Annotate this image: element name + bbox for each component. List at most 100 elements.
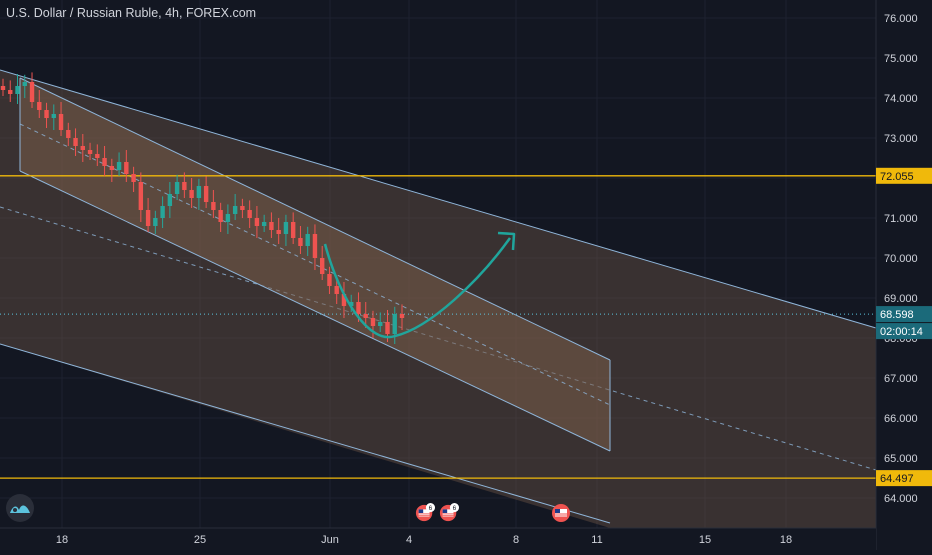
time-tick-label: 18 [780,534,792,546]
candle-body [247,210,252,218]
candle-body [254,218,260,226]
candle-body [95,154,100,158]
candle-body [22,82,27,86]
candle-body [327,274,332,286]
price-axis-background [876,0,932,550]
current-price-tag: 68.598 [880,309,914,321]
candle-body [8,90,13,94]
candle-body [370,318,376,326]
support-price-tag-background [876,470,932,487]
price-tick-label: 73.000 [884,133,918,145]
candle-body [218,210,223,222]
candle-body [261,222,267,226]
candle-body [29,82,35,102]
candle-body [399,314,405,318]
candle-body [305,234,310,246]
candle-body [276,230,281,234]
candle-body [37,102,42,110]
candle-body [240,206,245,210]
price-tick-label: 69.000 [884,293,918,305]
projection-curve [323,237,512,339]
candle-body [283,222,289,234]
time-tick-label: Jun [321,534,339,546]
candle-countdown-tag: 02:00:14 [880,326,923,338]
time-tick-label: 25 [194,534,206,546]
candle-body [0,86,6,90]
candle-body [320,258,325,274]
candle-body [341,294,347,306]
candle-body [73,138,78,146]
time-tick-label: 8 [513,534,519,546]
outer-channel-top-line [0,69,877,329]
flag-event-icon-3[interactable] [551,503,571,523]
candle-body [167,194,173,206]
time-tick-label: 11 [591,534,602,546]
candle-countdown-tag-background [876,323,932,340]
candle-body [385,322,390,334]
price-tick-label: 76.000 [884,13,918,25]
event-count-2: 6 [453,505,457,512]
candle-body [138,182,144,210]
candle-body [211,202,216,210]
candle-body [363,314,368,318]
candle-body [298,238,303,246]
price-tick-label: 64.000 [884,493,918,505]
candle-body [44,110,49,118]
tradingview-logo-icon[interactable] [6,494,34,522]
candle-body [356,302,361,314]
candle-body [87,150,93,154]
candle-body [66,130,71,138]
candle-body [196,186,202,198]
price-tick-label: 65.000 [884,453,918,465]
resistance-price-tag-background [876,167,932,184]
candle-body [392,314,397,334]
price-tick-label: 71.000 [884,213,918,225]
candle-body [131,174,136,182]
candle-body [58,114,64,130]
candle-body [109,166,115,170]
candle-body [116,162,122,170]
price-tick-label: 75.000 [884,53,918,65]
candle-body [80,146,85,150]
candle-body [51,114,56,118]
time-tick-label: 15 [699,534,711,546]
support-price-tag: 64.497 [880,473,914,485]
candle-body [15,86,20,94]
flag-event-icon-1[interactable]: 6 [415,503,435,523]
chart-title: U.S. Dollar / Russian Ruble, 4h, FOREX.c… [6,6,257,20]
candle-body [225,214,231,222]
candle-body [269,222,274,230]
resistance-price-tag: 72.055 [880,171,914,183]
price-tick-label: 70.000 [884,253,918,265]
inner-channel-bottom-line [19,170,611,452]
flag-event-icon-2[interactable]: 6 [439,503,459,523]
candle-body [349,302,354,306]
candle-body [334,286,339,294]
candle-body [378,322,383,326]
projection-arrowhead-icon [497,231,516,251]
time-tick-label: 18 [56,534,68,546]
candle-body [102,158,107,166]
candle-body [174,182,180,194]
candle-body [145,210,151,226]
inner-channel-top-line [19,77,611,361]
candle-body [182,182,187,190]
time-axis-background [0,528,876,550]
time-tick-label: 4 [406,534,412,546]
candle-body [124,162,129,174]
candle-body [189,190,194,198]
candle-body [312,234,318,258]
inner-channel-midline [19,123,611,406]
candle-body [153,218,158,226]
candle-body [290,222,296,238]
current-price-tag-background [876,306,932,323]
candle-body [160,206,165,218]
outer-channel-bottom-line [0,343,611,524]
price-tick-label: 74.000 [884,93,918,105]
price-tick-label: 66.000 [884,413,918,425]
candle-body [232,206,238,214]
event-count-1: 6 [429,505,433,512]
candle-body [203,186,209,202]
